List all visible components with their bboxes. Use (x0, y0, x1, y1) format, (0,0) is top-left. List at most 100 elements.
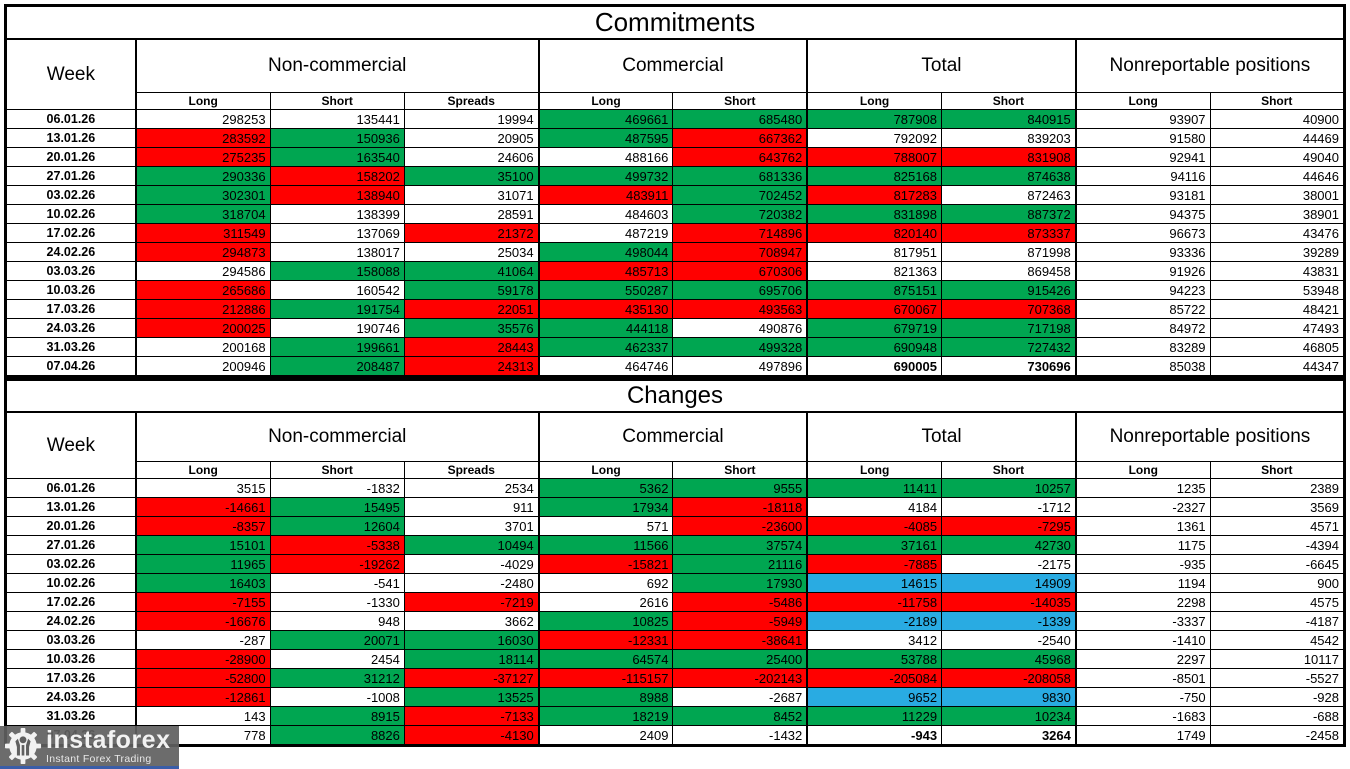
value-cell: 17930 (672, 573, 808, 593)
value-cell: -541 (269, 573, 405, 593)
col-header-nr-long: Long (1074, 461, 1211, 479)
value-cell: 484603 (537, 204, 674, 224)
value-cell: 444118 (537, 318, 674, 338)
value-cell: 20071 (269, 630, 405, 650)
value-cell: 9652 (806, 687, 943, 707)
value-cell: -5486 (672, 592, 808, 612)
value-cell: 1194 (1074, 573, 1211, 593)
table-row: 10.02.26 16403 -541 -2480 692 17930 14615 14909… (4, 573, 1346, 593)
value-cell: 138017 (269, 242, 405, 262)
section-title-changes: Changes (5, 379, 1345, 413)
week-cell: 13.01.26 (4, 128, 137, 148)
value-cell: 294873 (134, 242, 271, 262)
value-cell: -7133 (403, 706, 540, 726)
value-cell: 96673 (1074, 223, 1211, 243)
value-cell: -3337 (1074, 611, 1211, 631)
value-cell: -4394 (1209, 535, 1346, 555)
value-cell: 37161 (806, 535, 943, 555)
value-cell: 28591 (403, 204, 540, 224)
week-cell: 13.01.26 (4, 497, 137, 517)
value-cell: 14909 (941, 573, 1077, 593)
value-cell: -928 (1209, 687, 1346, 707)
value-cell: 681336 (672, 166, 808, 186)
value-cell: 3412 (806, 630, 943, 650)
value-cell: 2616 (537, 592, 674, 612)
section-title-commitments: Commitments (5, 5, 1345, 40)
value-cell: 670067 (806, 299, 942, 319)
value-cell: 64574 (537, 649, 674, 669)
table-row: 03.02.26 302301 138940 31071 483911 702452 817… (4, 185, 1346, 205)
value-cell: 40900 (1209, 109, 1346, 129)
value-cell: -7295 (941, 516, 1077, 536)
value-cell: -15821 (537, 554, 674, 574)
value-cell: 3515 (134, 478, 271, 498)
col-header-nc-spreads: Spreads (403, 92, 540, 110)
value-cell: 571 (537, 516, 674, 536)
value-cell: 717198 (940, 318, 1077, 338)
week-cell: 17.03.26 (4, 668, 137, 688)
value-cell: -205084 (806, 668, 943, 688)
week-cell: 03.02.26 (4, 554, 137, 574)
value-cell: 487219 (537, 223, 674, 243)
value-cell: 91580 (1074, 128, 1211, 148)
value-cell: 2297 (1074, 649, 1211, 669)
value-cell: 911 (403, 497, 540, 517)
value-cell: 792092 (806, 128, 942, 148)
value-cell: -1330 (269, 592, 405, 612)
value-cell: 4571 (1209, 516, 1346, 536)
value-cell: -12331 (537, 630, 674, 650)
table-row: 24.02.26 294873 138017 25034 498044 708947 817… (4, 242, 1346, 262)
week-cell: 24.03.26 (4, 318, 137, 338)
value-cell: 2298 (1074, 592, 1211, 612)
value-cell: 869458 (940, 261, 1077, 281)
value-cell: 874638 (940, 166, 1077, 186)
value-cell: 839203 (940, 128, 1077, 148)
value-cell: -5527 (1209, 668, 1346, 688)
watermark-brand: instaforex (46, 725, 171, 754)
table-row: 03.03.26 -287 20071 16030 -12331 -38641 3412 -2… (4, 630, 1346, 650)
week-cell: 27.01.26 (4, 535, 137, 555)
value-cell: 22051 (403, 299, 540, 319)
value-cell: 138399 (269, 204, 405, 224)
value-cell: -14661 (134, 497, 271, 517)
week-cell: 10.03.26 (4, 280, 137, 300)
value-cell: 915426 (940, 280, 1077, 300)
value-cell: 200025 (134, 318, 271, 338)
value-cell: 9830 (941, 687, 1077, 707)
value-cell: 487595 (537, 128, 674, 148)
table-row: 03.02.26 11965 -19262 -4029 -15821 21116 -7885… (4, 554, 1346, 574)
value-cell: 1235 (1074, 478, 1211, 498)
value-cell: 37574 (672, 535, 808, 555)
week-cell: 17.02.26 (4, 592, 137, 612)
value-cell: 8988 (537, 687, 674, 707)
value-cell: 498044 (537, 242, 674, 262)
value-cell: 43476 (1209, 223, 1346, 243)
value-cell: -8501 (1074, 668, 1211, 688)
value-cell: -1712 (941, 497, 1077, 517)
value-cell: 137069 (269, 223, 405, 243)
value-cell: 31071 (403, 185, 540, 205)
value-cell: 83289 (1074, 337, 1211, 357)
value-cell: 21372 (403, 223, 540, 243)
table-row: 24.03.26 -12861 -1008 13525 8988 -2687 9652 983… (4, 687, 1346, 707)
value-cell: -943 (806, 725, 943, 746)
value-cell: 200168 (134, 337, 271, 357)
value-cell: 670306 (672, 261, 808, 281)
table-row: 17.02.26 311549 137069 21372 487219 714896 820… (4, 223, 1346, 243)
value-cell: 283592 (134, 128, 271, 148)
value-cell: 49040 (1209, 147, 1346, 167)
value-cell: 2389 (1209, 478, 1346, 498)
value-cell: 4184 (806, 497, 943, 517)
value-cell: -18118 (672, 497, 808, 517)
value-cell: 158088 (269, 261, 405, 281)
value-cell: 714896 (672, 223, 808, 243)
value-cell: 93907 (1074, 109, 1211, 129)
table-row: 27.01.26 290336 158202 35100 499732 681336 825… (4, 166, 1346, 186)
col-header-nc-spreads: Spreads (403, 461, 540, 479)
week-cell: 17.02.26 (4, 223, 137, 243)
value-cell: 483911 (537, 185, 674, 205)
value-cell: 38001 (1209, 185, 1346, 205)
value-cell: 817951 (806, 242, 942, 262)
value-cell: 94375 (1074, 204, 1211, 224)
group-header-non-commercial: Non-commercial (134, 411, 540, 462)
